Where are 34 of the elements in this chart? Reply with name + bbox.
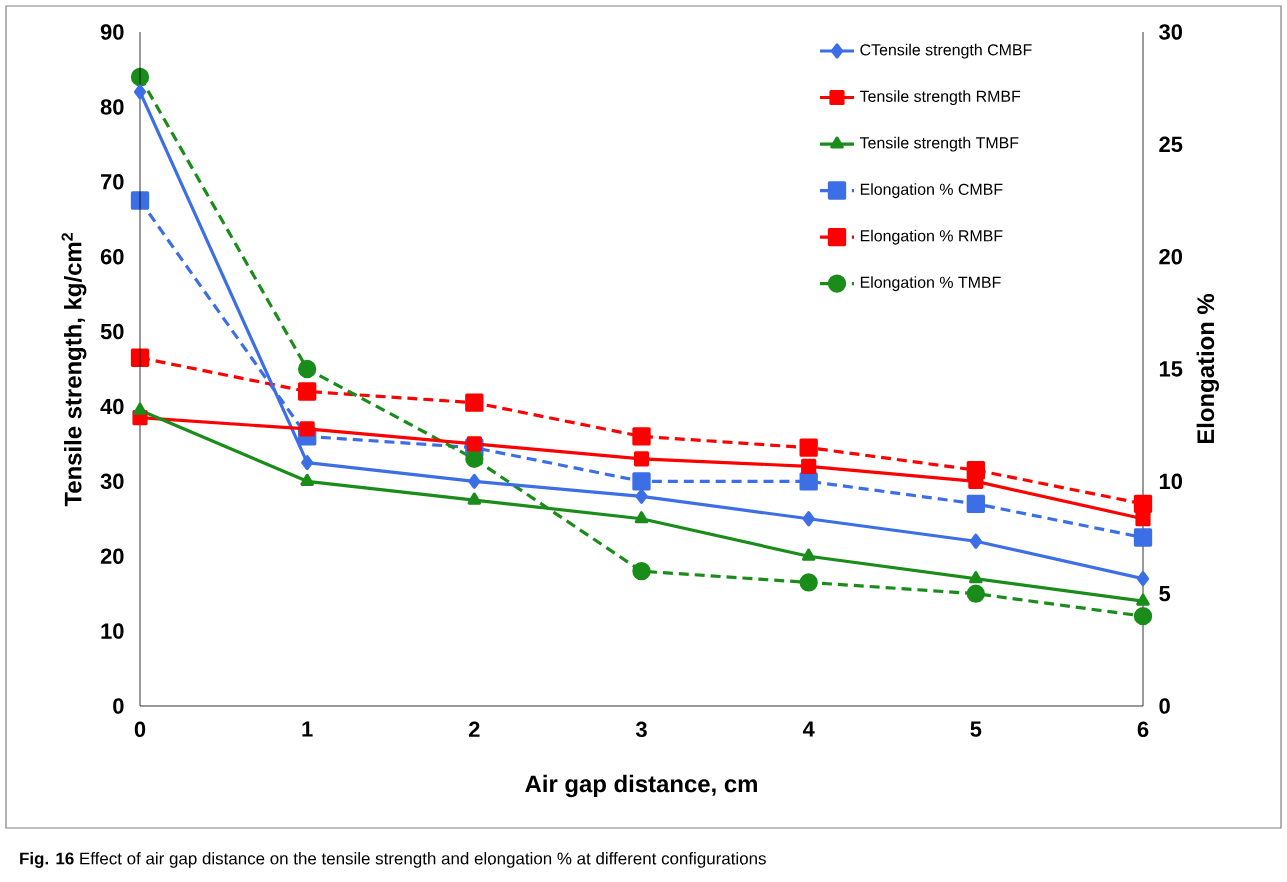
text: Fig. 16 Effect of air gap distance on the tensile strength and elongation % at different configurations — [20, 852, 766, 868]
y-tick-label: 70 — [101, 174, 124, 190]
y-tick-label: 50 — [100, 323, 124, 340]
x-tick-label: 1 — [302, 721, 313, 737]
y2-tick-label: 20 — [1159, 248, 1183, 265]
legend-label: Tensile strength RMBF — [859, 90, 1021, 106]
legend-label: Elongation % RMBF — [860, 229, 1003, 245]
legend-label: Elongation % CMBF — [860, 183, 1003, 199]
x-tick-label: 0 — [134, 721, 146, 738]
y-tick-label: 10 — [101, 623, 124, 639]
x-tick-label: 6 — [1137, 721, 1149, 738]
y2-tick-label: 25 — [1159, 136, 1183, 153]
x-tick-label: 5 — [970, 721, 982, 737]
y2-tick-label: 10 — [1159, 473, 1183, 490]
y2-tick-label: 5 — [1159, 586, 1171, 602]
legend-label: CTensile strength CMBF — [860, 43, 1032, 59]
legend-label: Tensile strength TMBF — [859, 136, 1019, 152]
y-tick-label: 20 — [100, 548, 124, 564]
y-tick-label: 90 — [100, 24, 124, 40]
y-axis-title: Tensile strength, kg/cm$^{2}$ — [61, 233, 87, 507]
y-tick-label: 0 — [113, 698, 124, 714]
y-tick-label: 30 — [100, 473, 124, 490]
y-tick-label: 60 — [100, 248, 124, 265]
y-tick-label: 40 — [100, 398, 124, 415]
y2-tick-label: 15 — [1159, 361, 1183, 377]
legend-label: Elongation % TMBF — [860, 276, 1001, 292]
x-tick-label: 3 — [635, 721, 647, 738]
x-tick-label: 4 — [802, 721, 815, 737]
y2-axis-title: Elongation % — [1196, 293, 1219, 444]
x-axis-title: Air gap distance, cm — [525, 774, 757, 798]
x-tick-label: 2 — [468, 721, 480, 737]
y-tick-label: 80 — [100, 99, 124, 115]
y2-tick-label: 30 — [1159, 24, 1183, 40]
y2-tick-label: 0 — [1159, 698, 1170, 714]
